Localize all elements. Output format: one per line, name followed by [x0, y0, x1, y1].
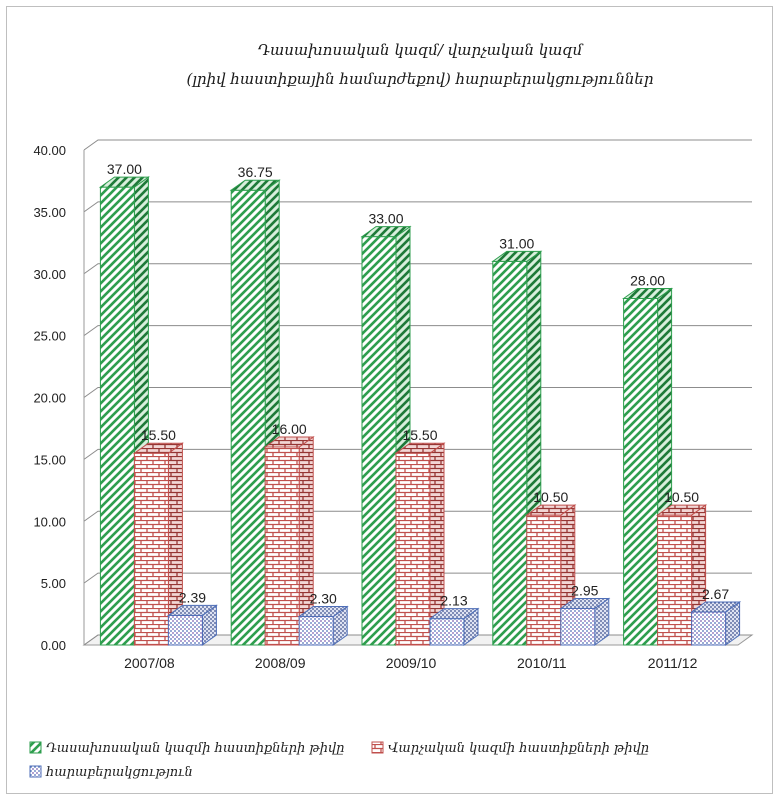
data-label: 2.39 [179, 589, 206, 605]
legend-label: հարաբերակցություն [45, 765, 193, 780]
y-tick-label: 30.00 [33, 267, 66, 282]
bar-top-face [98, 176, 150, 188]
bar-top-face [263, 436, 315, 448]
bar [428, 607, 480, 646]
y-axis-ticks: 0.00 5.00 10.00 15.00 20.00 25.00 30.00 35.00 40… [33, 143, 66, 653]
bar-top-face [360, 226, 412, 238]
bar-top-face [491, 250, 543, 262]
data-label: 28.00 [630, 273, 665, 289]
bar-top-face [656, 504, 708, 516]
bar-front-face [691, 611, 727, 646]
bar-front-face [395, 452, 431, 646]
bar-top-face [559, 597, 611, 609]
legend-item: Դասախոսական կազմի հաստիքների թիվը [29, 741, 344, 756]
x-category-label: 2010/11 [517, 655, 567, 671]
bar-front-face [560, 607, 596, 646]
legend-swatch [29, 765, 42, 778]
bar-front-face [526, 514, 562, 646]
y-tick-label: 5.00 [41, 576, 66, 591]
data-label: 15.50 [402, 427, 437, 443]
bar-front-face [657, 514, 693, 646]
legend: Դասախոսական կազմի հաստիքների թիվը Վարչակա… [29, 741, 649, 780]
bar-front-face [492, 260, 528, 646]
bar [525, 504, 577, 646]
y-tick-label: 0.00 [41, 638, 66, 653]
y-tick-label: 20.00 [33, 391, 66, 406]
data-label: 2.13 [440, 593, 467, 609]
chart-title: Դասախոսական կազմ/ վարչական կազմ [258, 41, 584, 59]
data-label: 2.67 [702, 586, 729, 602]
legend-label: Դասախոսական կազմի հաստիքների թիվը [46, 741, 344, 756]
bar-top-face [229, 179, 281, 191]
bar-top-face [428, 608, 480, 620]
data-label: 37.00 [107, 161, 142, 177]
bar-front-face [230, 189, 266, 646]
data-label: 2.30 [310, 591, 337, 607]
bar [263, 436, 315, 646]
legend-item: Վարչական կազմի հաստիքների թիվը [371, 741, 649, 756]
bar-front-face [99, 186, 135, 646]
bar-top-face [394, 442, 446, 454]
bar-front-face [264, 446, 300, 646]
y-tick-label: 10.00 [33, 514, 66, 529]
bar-top-face [132, 442, 184, 454]
data-label: 10.50 [664, 489, 699, 505]
data-labels: 37.00 15.50 2.39 36.75 16.00 2.30 33.00 15.50 2.… [107, 161, 730, 609]
bar-front-face [298, 616, 334, 646]
y-tick-label: 40.00 [33, 143, 66, 158]
legend-swatch [29, 741, 42, 754]
x-category-label: 2007/08 [124, 655, 175, 671]
gridline [83, 201, 752, 213]
bar [166, 604, 218, 646]
legend-swatch [371, 741, 384, 754]
data-label: 2.95 [571, 582, 598, 598]
bar-top-face [690, 601, 742, 613]
bar-front-face [167, 614, 203, 646]
bar-top-face [297, 606, 349, 618]
bar-front-face [361, 236, 397, 646]
bar [297, 605, 349, 646]
data-label: 33.00 [368, 211, 403, 227]
bar-front-face [133, 452, 169, 646]
bar-top-face [622, 288, 674, 299]
x-category-label: 2008/09 [255, 655, 306, 671]
data-label: 31.00 [499, 235, 534, 251]
legend-label: Վարչական կազմի հաստիքների թիվը [388, 741, 649, 756]
bar-front-face [623, 298, 659, 646]
bar [132, 442, 184, 646]
bar-top-face [166, 604, 218, 616]
x-category-label: 2011/12 [648, 655, 698, 671]
data-label: 15.50 [141, 427, 176, 443]
bars [98, 176, 742, 646]
y-tick-label: 35.00 [33, 205, 66, 220]
bar [622, 287, 674, 646]
data-label: 16.00 [272, 421, 307, 437]
bar [559, 597, 611, 646]
bar-front-face [429, 618, 465, 646]
data-label: 36.75 [238, 164, 273, 180]
y-tick-label: 15.00 [33, 452, 66, 467]
x-category-label: 2009/10 [386, 655, 437, 671]
bar [690, 600, 742, 646]
data-label: 10.50 [533, 489, 568, 505]
bar-top-face [525, 504, 577, 516]
x-axis-categories: 2007/08 2008/09 2009/10 2010/11 2011/12 [124, 655, 697, 671]
bar [394, 442, 446, 646]
chart-subtitle: (լրիվ հաստիքային համարժեքով) հարաբերակցո… [187, 70, 654, 88]
y-tick-label: 25.00 [33, 329, 66, 344]
gridline [83, 139, 752, 151]
legend-item: հարաբերակցություն [29, 765, 193, 780]
